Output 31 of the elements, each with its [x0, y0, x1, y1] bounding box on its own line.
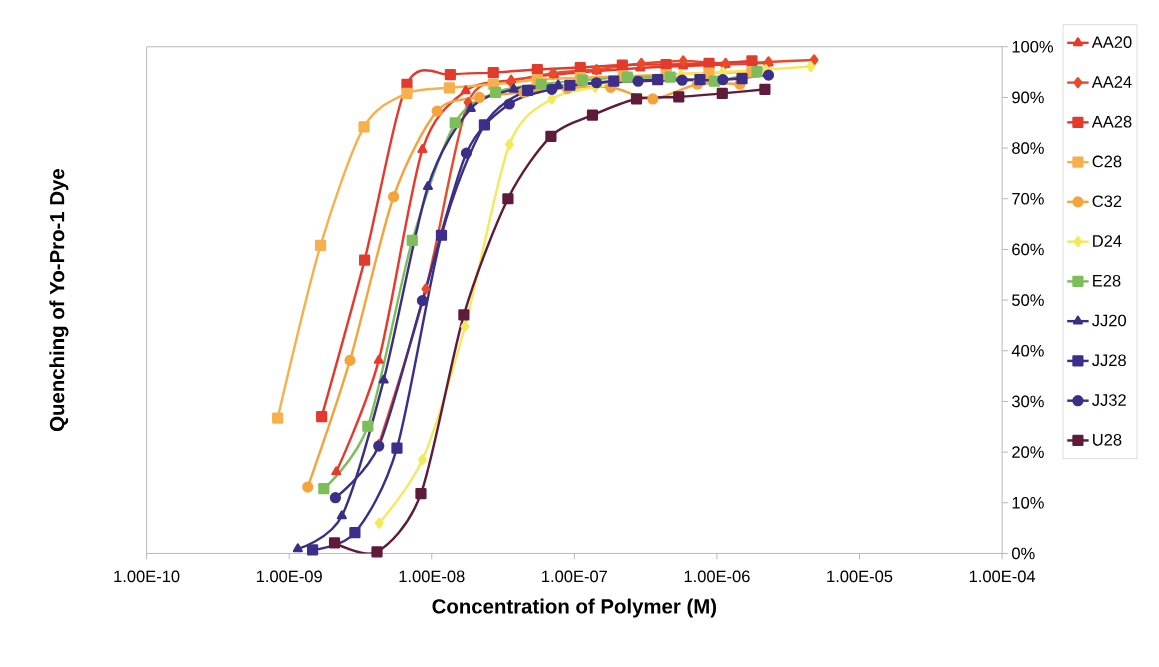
legend-label: C28 [1092, 155, 1122, 168]
x-tick-label: 1.00E-06 [684, 570, 750, 582]
x-tick-label: 1.00E-05 [827, 570, 893, 582]
y-tick-label: 40% [1011, 344, 1044, 357]
x-tick-label: 1.00E-08 [399, 570, 465, 582]
y-axis-title: Quenching of Yo-Pro-1 Dye [49, 168, 69, 431]
x-tick-label: 1.00E-07 [542, 570, 607, 582]
legend-label: AA28 [1091, 115, 1132, 128]
legend-label: AA20 [1091, 36, 1132, 48]
y-tick-label: 90% [1012, 91, 1044, 104]
legend-label: AA24 [1091, 75, 1132, 88]
legend-label: JJ28 [1092, 354, 1126, 366]
y-tick-label: 10% [1012, 496, 1044, 509]
x-tick-label: 1.00E-09 [256, 570, 322, 582]
y-tick-label: 70% [1012, 192, 1044, 205]
x-axis-title: Concentration of Polymer (M) [432, 598, 717, 618]
x-tick-label: 1.00E-10 [114, 570, 180, 582]
y-tick-label: 50% [1012, 294, 1044, 306]
legend-label: D24 [1093, 234, 1122, 247]
x-tick-label: 1.00E-04 [969, 570, 1036, 582]
legend-label: U28 [1093, 433, 1122, 446]
y-tick-label: 80% [1012, 142, 1044, 154]
legend-label: E28 [1093, 274, 1121, 287]
y-tick-label: 60% [1012, 243, 1044, 256]
y-tick-label: 0% [1012, 547, 1035, 560]
legend-label: C32 [1092, 195, 1122, 207]
y-tick-label: 20% [1012, 446, 1044, 458]
y-tick-label: 30% [1012, 395, 1044, 408]
y-tick-label: 100% [1012, 40, 1053, 53]
legend-label: JJ20 [1092, 314, 1127, 327]
legend-label: JJ32 [1092, 393, 1126, 406]
